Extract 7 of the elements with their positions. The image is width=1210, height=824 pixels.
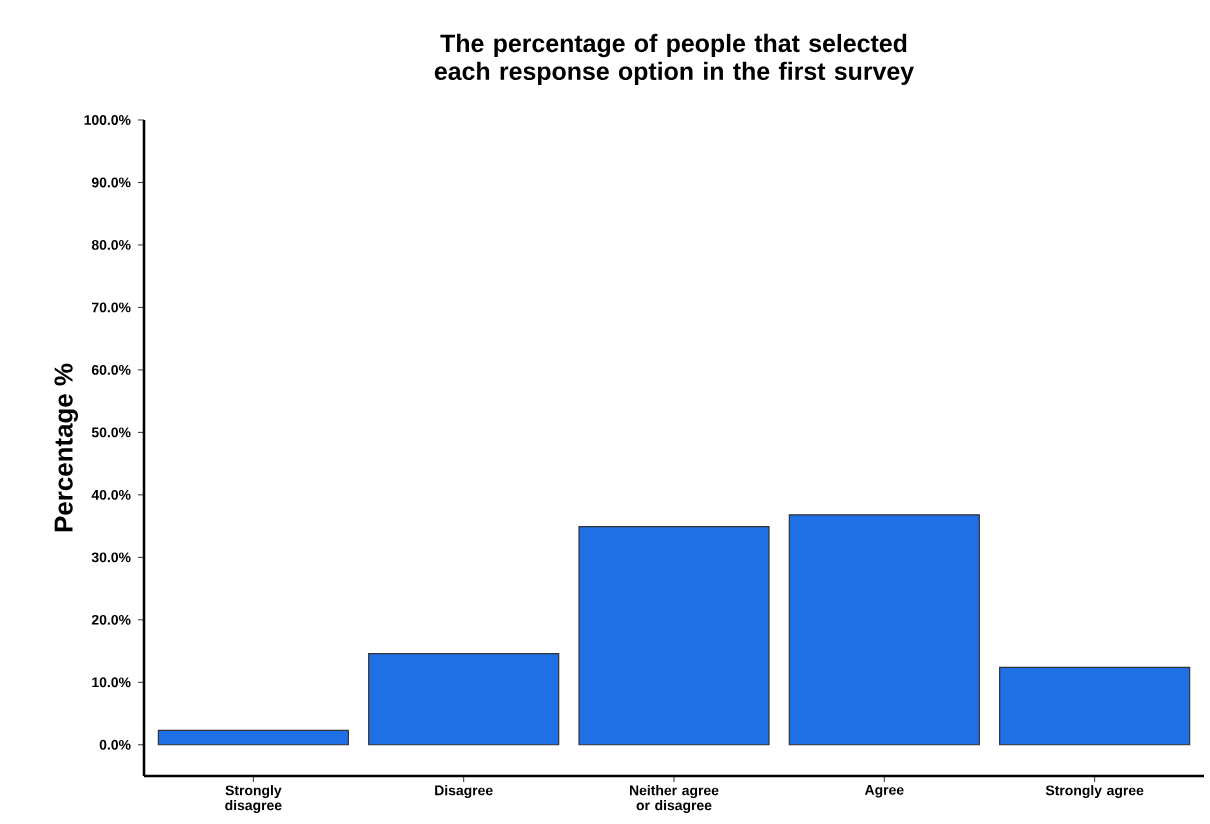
bar: [368, 652, 560, 746]
chart-title: The percentage of people that selected each response option in the first survey: [434, 33, 914, 85]
bar: [788, 514, 980, 746]
y-axis-title: Percentage %: [54, 363, 78, 532]
bar: [157, 729, 349, 746]
bar: [999, 666, 1191, 746]
bar: [578, 526, 770, 746]
